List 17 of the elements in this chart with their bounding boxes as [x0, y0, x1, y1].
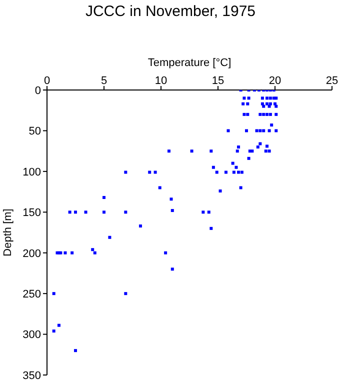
y-tick-label: 50	[28, 126, 41, 138]
y-tick-label: 200	[22, 248, 41, 260]
x-tick-label: 10	[154, 75, 168, 87]
y-axis-title: Depth [m]	[2, 208, 14, 256]
y-tick-label: 100	[22, 166, 41, 178]
y-tick-label: 300	[22, 329, 41, 342]
x-tick-label: 5	[100, 75, 108, 87]
x-axis-title: Temperature [°C]	[148, 56, 232, 69]
x-tick-label: 15	[212, 75, 224, 87]
chart-title: JCCC in November, 1975	[84, 3, 257, 20]
y-tick-label: 350	[22, 370, 41, 382]
x-tick-label: 20	[268, 75, 282, 87]
x-tick-label: 25	[326, 75, 338, 87]
y-tick-label: 150	[22, 207, 41, 220]
x-tick-label: 0	[44, 75, 50, 87]
y-tick-label: 250	[22, 288, 41, 300]
y-tick-label: 0	[34, 84, 41, 97]
